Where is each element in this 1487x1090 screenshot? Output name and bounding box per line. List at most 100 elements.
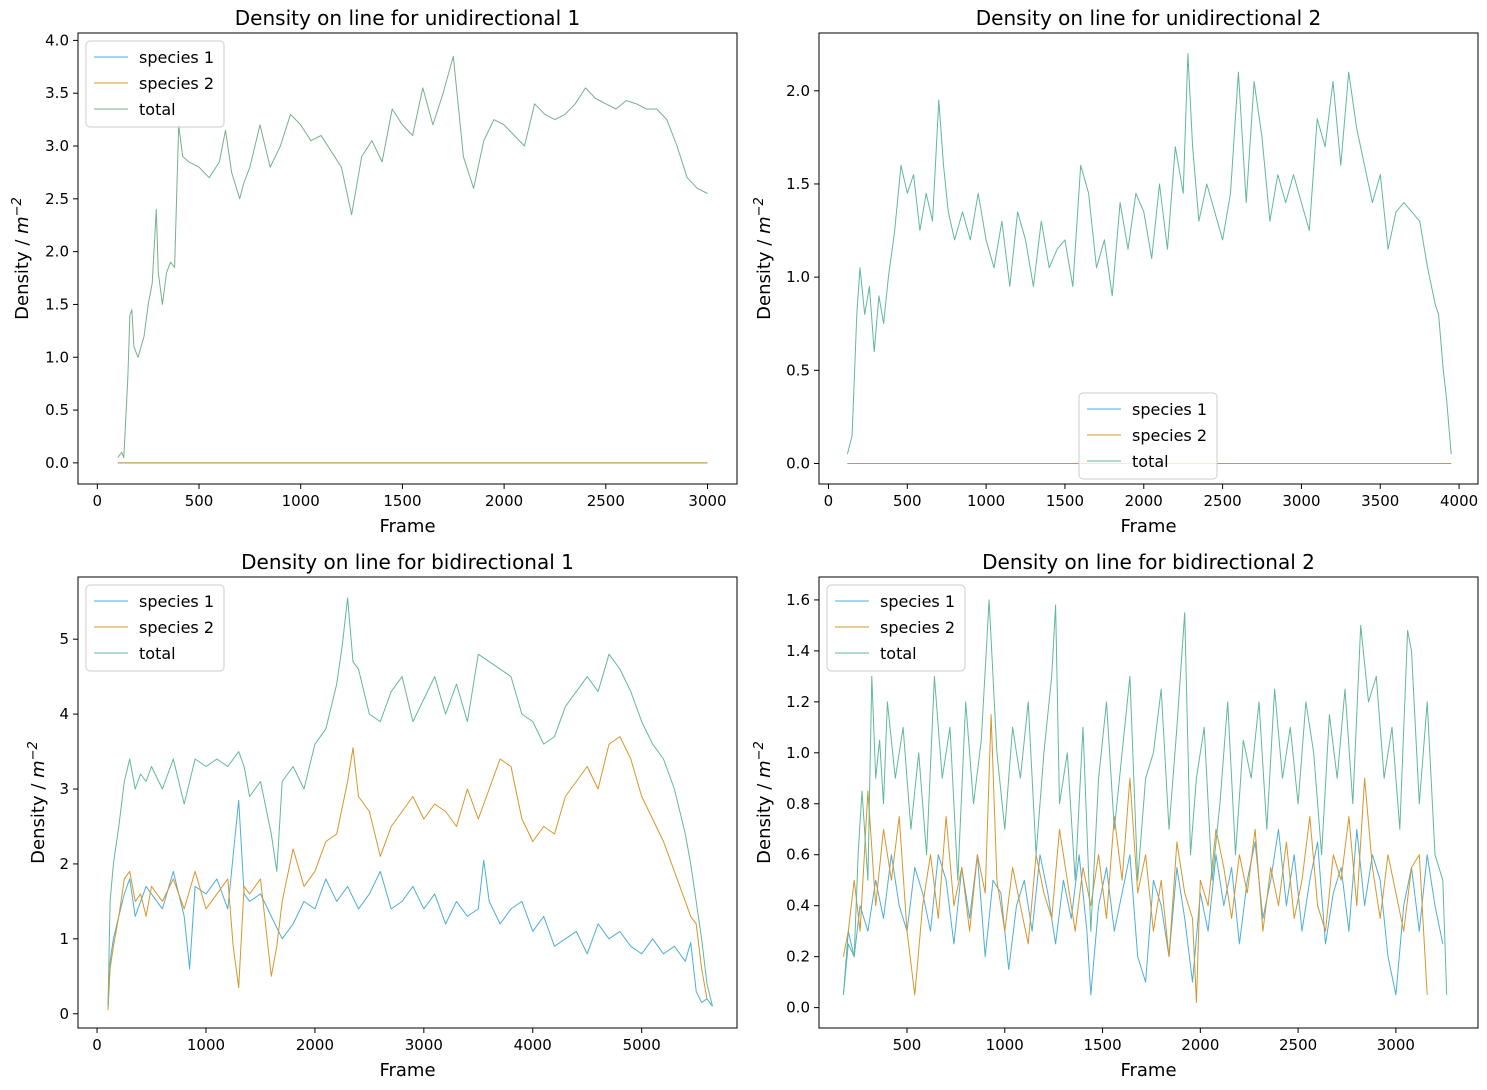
legend-box	[85, 584, 225, 672]
subplot-4: 500 1000 1500 2000 2500 3000 0.0 0.2 0.4 0.6 0.8 1.…	[752, 550, 1479, 1081]
y-tick-label: 4	[59, 705, 69, 723]
y-tick-label: 3	[59, 780, 69, 798]
y-tick-label: 1	[59, 930, 69, 948]
y-tick-label: 0.5	[786, 361, 810, 379]
x-tick-label: 2500	[587, 492, 625, 510]
axes-frame	[77, 576, 738, 1029]
y-tick-label: 0.6	[786, 846, 810, 864]
x-tick-label: 3000	[1282, 492, 1320, 510]
x-tick-label: 0	[824, 492, 834, 510]
y-tick-label: 0.5	[45, 401, 69, 419]
series-line-total	[842, 599, 1448, 995]
x-tick-label: 0	[92, 1036, 102, 1054]
y-tick-label: 1.6	[786, 591, 810, 609]
x-tick-label: 1000	[282, 492, 320, 510]
series-line-species-2	[842, 714, 1428, 1003]
x-tick-label: 3000	[688, 492, 726, 510]
axes-frame	[77, 32, 738, 485]
x-axis-label: Frame	[1120, 516, 1176, 537]
y-tick-label: 0	[59, 1005, 69, 1023]
legend-entry: species 2	[1132, 426, 1207, 445]
y-tick-label: 0.0	[786, 455, 810, 473]
legend-entry: species 1	[880, 592, 955, 611]
x-tick-label: 2000	[296, 1036, 334, 1054]
legend-entry: species 1	[139, 592, 214, 611]
y-tick-label: 3.0	[45, 137, 69, 155]
y-tick-label: 2.0	[45, 243, 69, 261]
legend-box	[1078, 392, 1218, 480]
legend-entry: species 1	[139, 48, 214, 67]
legend-entry: species 2	[139, 618, 214, 637]
legend-entry: total	[139, 644, 176, 663]
x-tick-label: 1000	[187, 1036, 225, 1054]
chart-title: Density on line for bidirectional 1	[241, 550, 574, 574]
y-tick-label: 2.5	[45, 190, 69, 208]
legend: species 1 species 2 total	[85, 584, 225, 672]
y-axis-label: Density / m−2	[26, 741, 49, 864]
chart-title: Density on line for unidirectional 1	[235, 6, 580, 30]
series-line-species-2	[107, 736, 708, 1011]
legend: species 1 species 2 total	[826, 584, 966, 672]
x-tick-label: 3000	[405, 1036, 443, 1054]
y-tick-label: 0.4	[786, 897, 810, 915]
subplot-1: 0 500 1000 1500 2000 2500 3000 0.0 0.5 1.0 1.5 2.0 2…	[10, 6, 738, 537]
x-tick-label: 2500	[1279, 1036, 1317, 1054]
x-tick-label: 2000	[1125, 492, 1163, 510]
x-tick-label: 4000	[514, 1036, 552, 1054]
y-tick-label: 0.0	[786, 999, 810, 1017]
series-line-total	[107, 597, 713, 1007]
x-tick-label: 2500	[1204, 492, 1242, 510]
legend-box	[85, 40, 225, 128]
x-axis-label: Frame	[1120, 1060, 1176, 1081]
subplot-2: 0 500 1000 1500 2000 2500 3000 3500 4000 0.0 0.5 1.…	[752, 6, 1479, 537]
x-axis-label: Frame	[379, 1060, 435, 1081]
x-axis-label: Frame	[379, 516, 435, 537]
x-tick-label: 1000	[967, 492, 1005, 510]
x-tick-label: 3000	[1377, 1036, 1415, 1054]
legend-entry: total	[880, 644, 917, 663]
y-tick-label: 1.0	[45, 348, 69, 366]
x-tick-label: 0	[93, 492, 103, 510]
y-tick-label: 0.0	[45, 454, 69, 472]
y-tick-label: 4.0	[45, 31, 69, 49]
y-tick-label: 1.2	[786, 693, 810, 711]
y-axis-label: Density / m−2	[10, 197, 33, 320]
chart-title: Density on line for unidirectional 2	[976, 6, 1321, 30]
legend-entry: species 1	[1132, 400, 1207, 419]
series-line-species-1	[842, 828, 1444, 996]
series-line-total	[846, 53, 1452, 455]
x-tick-label: 4000	[1440, 492, 1478, 510]
legend-entry: total	[139, 100, 176, 119]
y-tick-label: 0.2	[786, 948, 810, 966]
y-tick-label: 1.5	[45, 295, 69, 313]
subplot-3: 0 1000 2000 3000 4000 5000 0 1 2 3 4 5 Density on li…	[26, 550, 738, 1081]
legend-entry: species 2	[880, 618, 955, 637]
legend-box	[826, 584, 966, 672]
legend: species 1 species 2 total	[85, 40, 225, 128]
y-axis-label: Density / m−2	[752, 741, 775, 864]
chart-title: Density on line for bidirectional 2	[982, 550, 1315, 574]
x-tick-label: 2000	[485, 492, 523, 510]
axes-frame	[818, 576, 1479, 1029]
axes-frame	[818, 32, 1479, 485]
y-axis-label: Density / m−2	[752, 197, 775, 320]
x-tick-label: 5000	[623, 1036, 661, 1054]
x-tick-label: 1500	[383, 492, 421, 510]
series-line-species-1	[107, 799, 713, 1007]
y-tick-label: 1.5	[786, 175, 810, 193]
x-tick-label: 1500	[1046, 492, 1084, 510]
x-tick-label: 500	[893, 492, 922, 510]
legend-entry: species 2	[139, 74, 214, 93]
y-tick-label: 2.0	[786, 82, 810, 100]
x-tick-label: 1500	[1083, 1036, 1121, 1054]
legend-entry: total	[1132, 452, 1169, 471]
y-tick-label: 0.8	[786, 795, 810, 813]
x-tick-label: 1000	[986, 1036, 1024, 1054]
x-tick-label: 3500	[1361, 492, 1399, 510]
y-tick-label: 1.0	[786, 744, 810, 762]
x-tick-label: 500	[185, 492, 214, 510]
legend: species 1 species 2 total	[1078, 392, 1218, 480]
y-tick-label: 1.0	[786, 268, 810, 286]
y-tick-label: 3.5	[45, 84, 69, 102]
